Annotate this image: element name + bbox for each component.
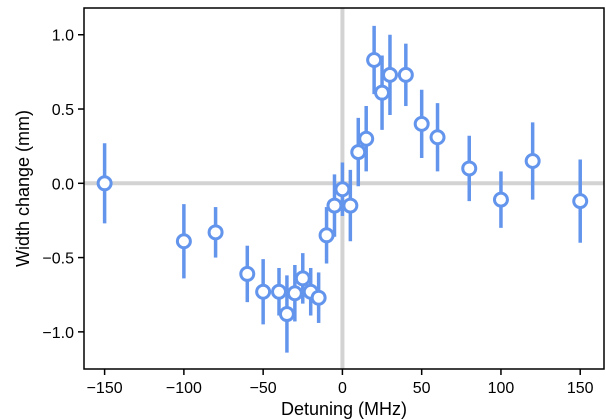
data-point — [278, 306, 295, 323]
y-tick-label: 0.5 — [52, 102, 74, 119]
data-point — [318, 227, 335, 244]
data-point — [413, 115, 430, 132]
data-point — [334, 181, 351, 198]
data-point — [350, 144, 367, 161]
data-point — [294, 270, 311, 287]
y-axis-ticks: −1.0 −0.5 0.0 0.5 1.0 — [42, 28, 84, 342]
data-point — [572, 193, 589, 210]
x-tick-label: −150 — [87, 380, 123, 397]
x-tick-label: 50 — [413, 380, 431, 397]
data-point — [175, 233, 192, 250]
x-tick-label: −100 — [166, 380, 202, 397]
data-point — [381, 66, 398, 83]
y-tick-label: −0.5 — [42, 251, 74, 268]
y-axis-label: Width change (mm) — [13, 110, 33, 267]
x-tick-label: 150 — [567, 380, 594, 397]
y-tick-label: 1.0 — [52, 28, 74, 45]
x-tick-label: −50 — [250, 380, 277, 397]
data-point — [96, 175, 113, 192]
data-point — [492, 191, 509, 208]
data-point — [429, 129, 446, 146]
x-axis-ticks: −150 −100 −50 0 50 100 150 — [87, 369, 594, 397]
plot-frame — [83, 7, 605, 370]
data-point — [310, 289, 327, 306]
data-point — [326, 197, 343, 214]
data-point — [524, 153, 541, 170]
x-tick-label: 100 — [488, 380, 515, 397]
data-point — [397, 66, 414, 83]
x-tick-label: 0 — [338, 380, 347, 397]
data-point — [271, 283, 287, 300]
data-point — [207, 224, 224, 241]
data-point — [342, 197, 359, 214]
data-point — [374, 84, 391, 101]
data-point — [461, 160, 478, 177]
data-point — [239, 265, 256, 282]
data-point — [255, 283, 272, 300]
data-point — [286, 285, 303, 302]
y-tick-label: 0.0 — [52, 176, 74, 193]
x-axis-label: Detuning (MHz) — [281, 399, 407, 419]
data-point — [366, 51, 383, 68]
data-point — [358, 130, 375, 147]
y-tick-label: −1.0 — [42, 325, 74, 342]
data-markers — [96, 51, 589, 323]
